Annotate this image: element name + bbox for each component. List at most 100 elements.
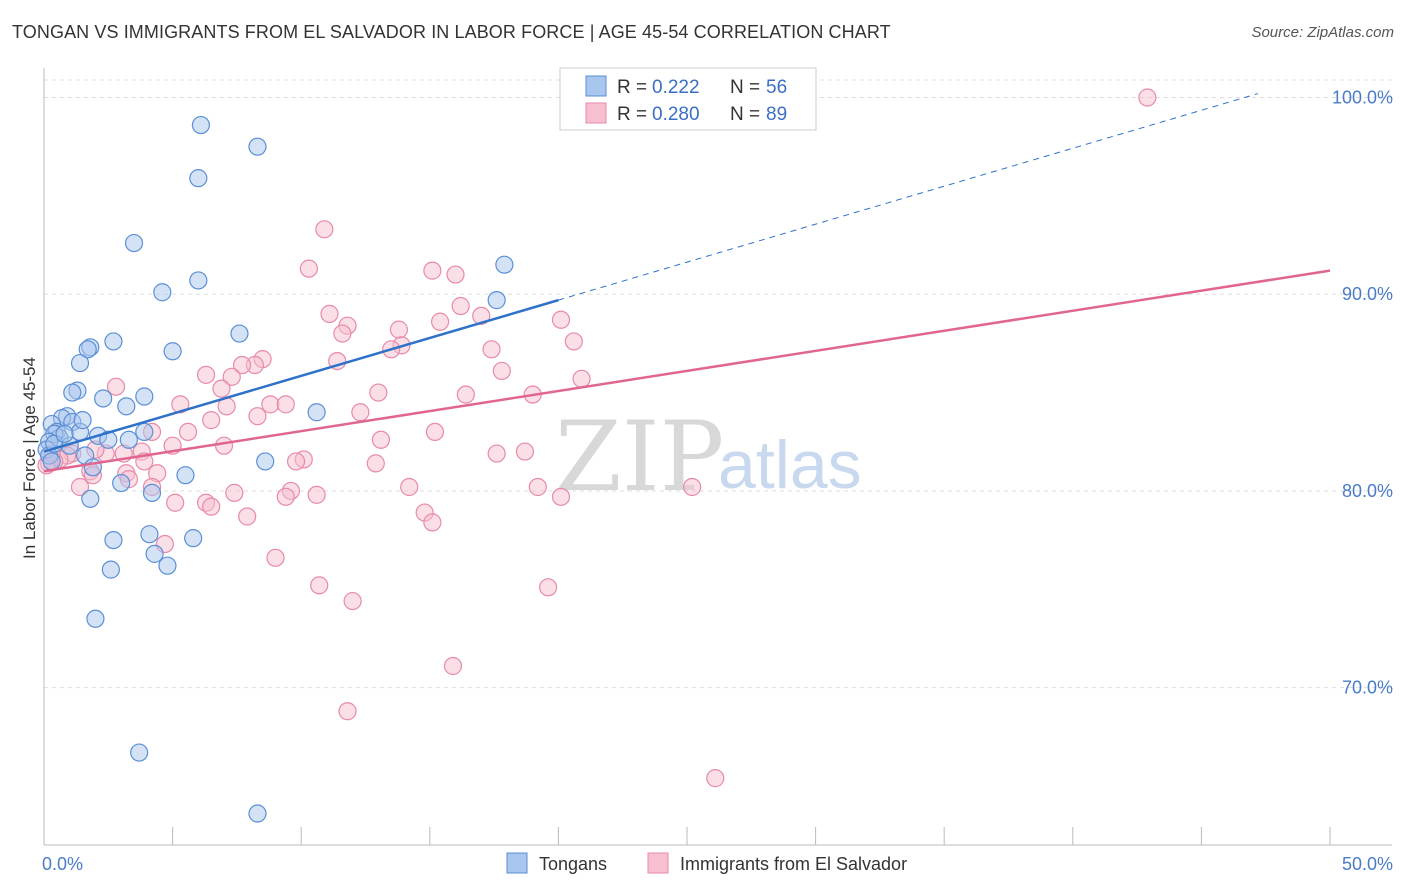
pink-point: [333, 324, 352, 343]
blue-point: [101, 560, 120, 579]
legend-r-label-2: R =: [617, 104, 647, 125]
pink-point: [430, 312, 450, 331]
pink-point: [307, 485, 326, 504]
pink-point: [276, 395, 295, 414]
pink-point: [366, 454, 385, 473]
legend-r-label-1: R =: [617, 77, 647, 98]
blue-point: [55, 424, 74, 443]
pink-point: [343, 591, 362, 611]
bottom-legend-swatch-blue: [506, 852, 528, 874]
trend-lines: [43, 93, 1331, 473]
pink-point: [451, 296, 470, 316]
pink-point: [238, 507, 257, 526]
pink-point: [202, 497, 221, 516]
x-tick-label: 0.0%: [42, 854, 83, 874]
blue-point: [119, 430, 138, 449]
legend-n-label-2: N =: [730, 104, 760, 125]
pink-point: [443, 656, 463, 676]
blue-point: [145, 544, 164, 563]
blue-point: [495, 255, 514, 274]
blue-point: [189, 169, 208, 188]
blue-point: [99, 430, 118, 449]
y-tick-label: 100.0%: [1332, 88, 1393, 108]
pink-point: [171, 395, 190, 414]
pink-point: [528, 477, 547, 497]
pink-point: [706, 769, 725, 788]
blue-point: [142, 483, 162, 502]
blue-point: [112, 473, 131, 493]
blue-point: [135, 387, 154, 406]
blue-point: [307, 403, 326, 422]
pink-point: [310, 576, 329, 595]
chart-title: TONGAN VS IMMIGRANTS FROM EL SALVADOR IN…: [12, 22, 891, 42]
y-tick-label: 70.0%: [1342, 678, 1393, 698]
blue-point: [94, 389, 113, 408]
blue-point: [130, 743, 149, 762]
source-label: Source: ZipAtlas.com: [1251, 24, 1394, 41]
pink-point: [456, 385, 475, 404]
pink-point: [202, 411, 221, 430]
blue-point: [78, 340, 97, 359]
pink-point: [196, 365, 216, 384]
blue-point: [189, 271, 208, 290]
blue-point: [158, 556, 177, 575]
pink-point: [551, 487, 571, 506]
watermark-zip: ZIP: [555, 401, 724, 513]
pink-point: [299, 259, 319, 278]
pink-point: [683, 477, 702, 497]
pink-point: [472, 306, 491, 325]
legend-n-value-1: 56: [766, 77, 787, 98]
legend-r-value-2: 0.280: [652, 104, 700, 125]
watermark-atlas: atlas: [718, 427, 862, 503]
pink-point: [70, 477, 90, 497]
blue-point: [81, 489, 100, 508]
blue-point: [63, 383, 82, 402]
legend-n-value-2: 89: [766, 104, 787, 125]
trend-line-el-salvador: [43, 269, 1331, 473]
x-tick-label: 50.0%: [1342, 854, 1393, 874]
y-axis-title: In Labor Force | Age 45-54: [20, 357, 39, 559]
blue-point: [104, 531, 123, 550]
pink-point: [225, 483, 244, 502]
pink-point: [178, 422, 198, 442]
blue-point: [184, 529, 203, 548]
blue-point: [135, 422, 154, 442]
pink-point: [425, 422, 445, 442]
grid-lines: [44, 79, 1392, 689]
pink-point: [492, 361, 511, 381]
blue-point: [73, 411, 92, 430]
pink-point: [286, 452, 306, 471]
pink-point: [564, 332, 583, 351]
tick-labels: 70.0% 80.0% 90.0% 100.0% 0.0% 50.0%: [42, 88, 1393, 874]
pink-point: [369, 383, 388, 402]
pink-point: [315, 220, 334, 239]
blue-point: [163, 342, 182, 361]
blue-point: [124, 233, 144, 253]
bottom-legend-el-salvador: Immigrants from El Salvador: [680, 854, 907, 874]
bottom-legend-swatch-pink: [647, 852, 669, 874]
blue-point: [176, 466, 195, 485]
pink-point: [389, 320, 409, 339]
bottom-legend: Tongans Immigrants from El Salvador: [506, 852, 907, 874]
blue-point: [230, 324, 249, 343]
pink-point: [232, 355, 252, 375]
trend-line-tongans-dashed: [558, 93, 1259, 301]
pink-point: [351, 403, 370, 422]
trend-line-tongans: [43, 298, 559, 453]
pink-point: [551, 310, 571, 329]
pink-point: [482, 340, 501, 359]
blue-point: [487, 291, 506, 310]
pink-point: [423, 261, 442, 280]
pink-point: [338, 702, 357, 721]
watermark: ZIP atlas: [555, 401, 862, 513]
blue-point: [153, 283, 172, 302]
blue-point: [248, 137, 267, 156]
y-tick-label: 90.0%: [1342, 284, 1393, 304]
blue-point: [248, 804, 267, 823]
pink-point: [371, 430, 391, 449]
blue-point: [256, 452, 275, 471]
pink-point: [423, 513, 442, 532]
pink-point: [106, 377, 126, 396]
pink-point: [214, 436, 234, 455]
